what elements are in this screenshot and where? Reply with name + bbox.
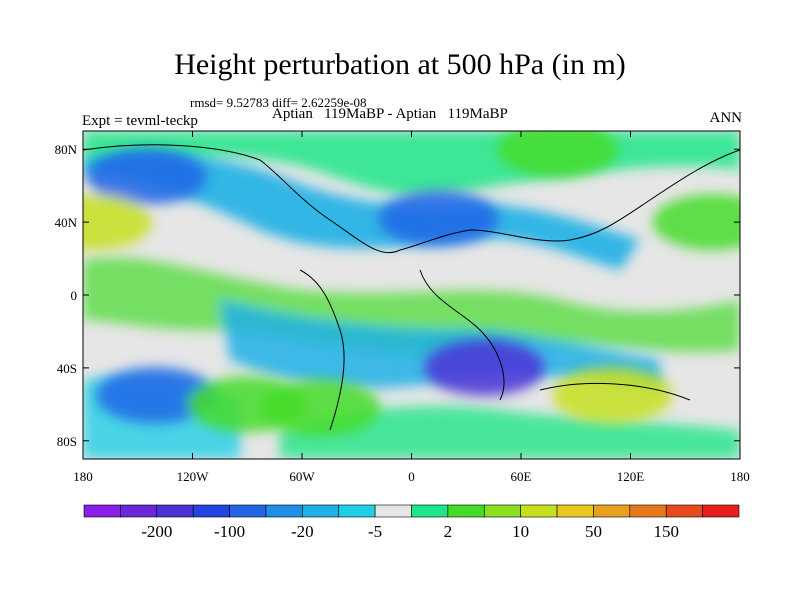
colorbar-swatch — [229, 504, 267, 518]
map-field — [83, 131, 740, 459]
stats-label: rmsd= 9.52783 diff= 2.62259e-08 — [190, 95, 367, 110]
colorbar-swatch — [447, 504, 485, 518]
x-tick-label: 60W — [289, 469, 315, 484]
colorbar-swatch — [83, 504, 121, 518]
anomaly-region-1 — [96, 367, 216, 424]
field-band-south-pole — [280, 406, 740, 459]
y-tick-label: 80N — [55, 142, 78, 157]
continent-outlines — [82, 144, 741, 431]
anomaly-region-6 — [552, 367, 673, 424]
y-tick-label: 80S — [57, 434, 77, 449]
colorbar-swatch — [556, 504, 594, 518]
chart-title: Height perturbation at 500 hPa (in m) — [174, 48, 626, 81]
colorbar-swatch — [120, 504, 158, 518]
y-tick-label: 40S — [57, 361, 77, 376]
colorbar-swatch — [156, 504, 194, 518]
anomaly-region-9 — [187, 376, 308, 433]
x-tick-label: 60E — [511, 469, 532, 484]
field-band-northern-trough — [83, 155, 640, 270]
x-axis: 180 120W 60W 0 60E 120E 180 — [73, 131, 750, 484]
x-tick-label: 120W — [177, 469, 210, 484]
anomaly-region-4 — [497, 131, 618, 178]
colorbar-label: -100 — [214, 522, 245, 541]
colorbar-swatch — [265, 504, 303, 518]
colorbar-swatch — [629, 504, 667, 518]
colorbar-label: -20 — [291, 522, 314, 541]
anomaly-region-5 — [652, 194, 740, 251]
colorbar-swatch — [520, 504, 558, 518]
x-tick-label: 180 — [73, 469, 93, 484]
colorbar-label: 150 — [653, 522, 679, 541]
colorbar-swatch — [702, 504, 740, 518]
experiment-label: Expt = tevml-teckp — [82, 113, 198, 129]
colorbar-label: -5 — [368, 522, 382, 541]
y-tick-label: 0 — [71, 288, 78, 303]
field-band-southern-trough — [220, 300, 660, 390]
x-tick-label: 120E — [617, 469, 645, 484]
season-label: ANN — [709, 110, 743, 126]
colorbar-swatch — [411, 504, 449, 518]
colorbar: -200 -100 -20 -5 2 10 50 150 — [83, 504, 740, 541]
colorbar-swatch — [302, 504, 340, 518]
colorbar-swatch — [374, 504, 412, 518]
colorbar-swatch — [338, 504, 376, 518]
x-tick-label: 180 — [730, 469, 750, 484]
anomaly-region-3 — [424, 339, 545, 396]
colorbar-label: -200 — [141, 522, 172, 541]
y-axis: 80N 40N 0 40S 80S — [55, 142, 740, 449]
anomaly-region-2 — [378, 190, 499, 247]
anomaly-region-0 — [86, 148, 207, 205]
colorbar-swatch — [593, 504, 631, 518]
colorbar-swatch — [192, 504, 230, 518]
colorbar-label: 50 — [585, 522, 602, 541]
coastline-west — [299, 269, 345, 431]
colorbar-label: 10 — [512, 522, 529, 541]
center-label: Aptian 119MaBP - Aptian 119MaBP — [272, 106, 508, 122]
y-tick-label: 40N — [55, 215, 78, 230]
anomaly-layer — [83, 131, 740, 436]
coastline-southeast — [539, 382, 691, 401]
x-tick-label: 0 — [408, 469, 415, 484]
colorbar-swatch — [665, 504, 703, 518]
colorbar-label: 2 — [444, 522, 453, 541]
coastline-east — [419, 269, 505, 401]
anomaly-region-8 — [83, 194, 153, 251]
coastline-north — [82, 144, 741, 254]
colorbar-swatch — [483, 504, 521, 518]
